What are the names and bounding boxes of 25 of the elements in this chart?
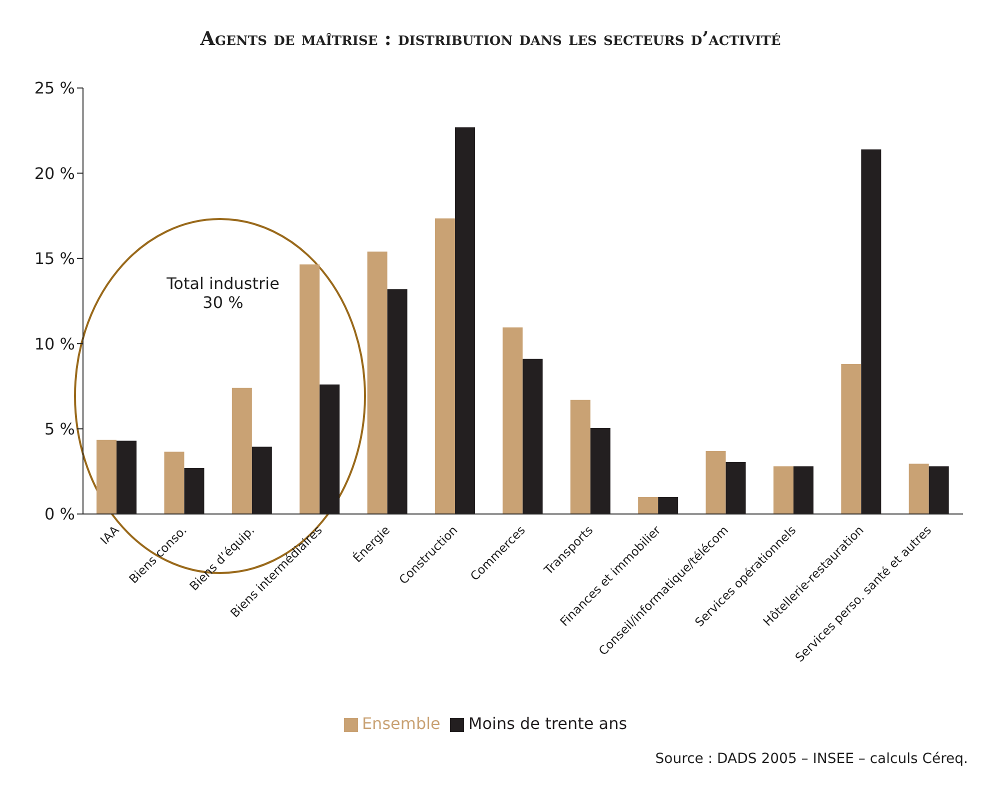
legend-label: Moins de trente ans [468, 714, 628, 733]
bar [300, 264, 320, 514]
y-tick-label: 15 % [34, 249, 75, 268]
bar [638, 496, 658, 514]
bar [841, 364, 862, 514]
bar [706, 450, 726, 514]
bar [908, 464, 929, 514]
y-tick-label: 20 % [34, 164, 75, 183]
chart-title: Agents de maîtrise : distribution dans les secteurs d’activité [199, 27, 782, 52]
x-tick-label: IAA [98, 522, 122, 548]
y-tick-label: 0 % [44, 504, 75, 524]
legend-label: Ensemble [362, 714, 440, 733]
bar [367, 252, 388, 514]
bar [773, 466, 794, 514]
y-tick-label: 25 % [34, 78, 75, 98]
bar [232, 388, 252, 514]
bar [570, 400, 590, 514]
bar [435, 218, 455, 514]
source-note: Source : DADS 2005 – INSEE – calculs Céreq. [654, 751, 969, 767]
bar [96, 440, 117, 514]
bar [164, 452, 184, 514]
y-tick-label: 10 % [34, 334, 75, 354]
annotation: Total industrie 30 % [166, 274, 280, 312]
bar [502, 327, 523, 514]
y-tick-label: 5 % [44, 419, 75, 438]
